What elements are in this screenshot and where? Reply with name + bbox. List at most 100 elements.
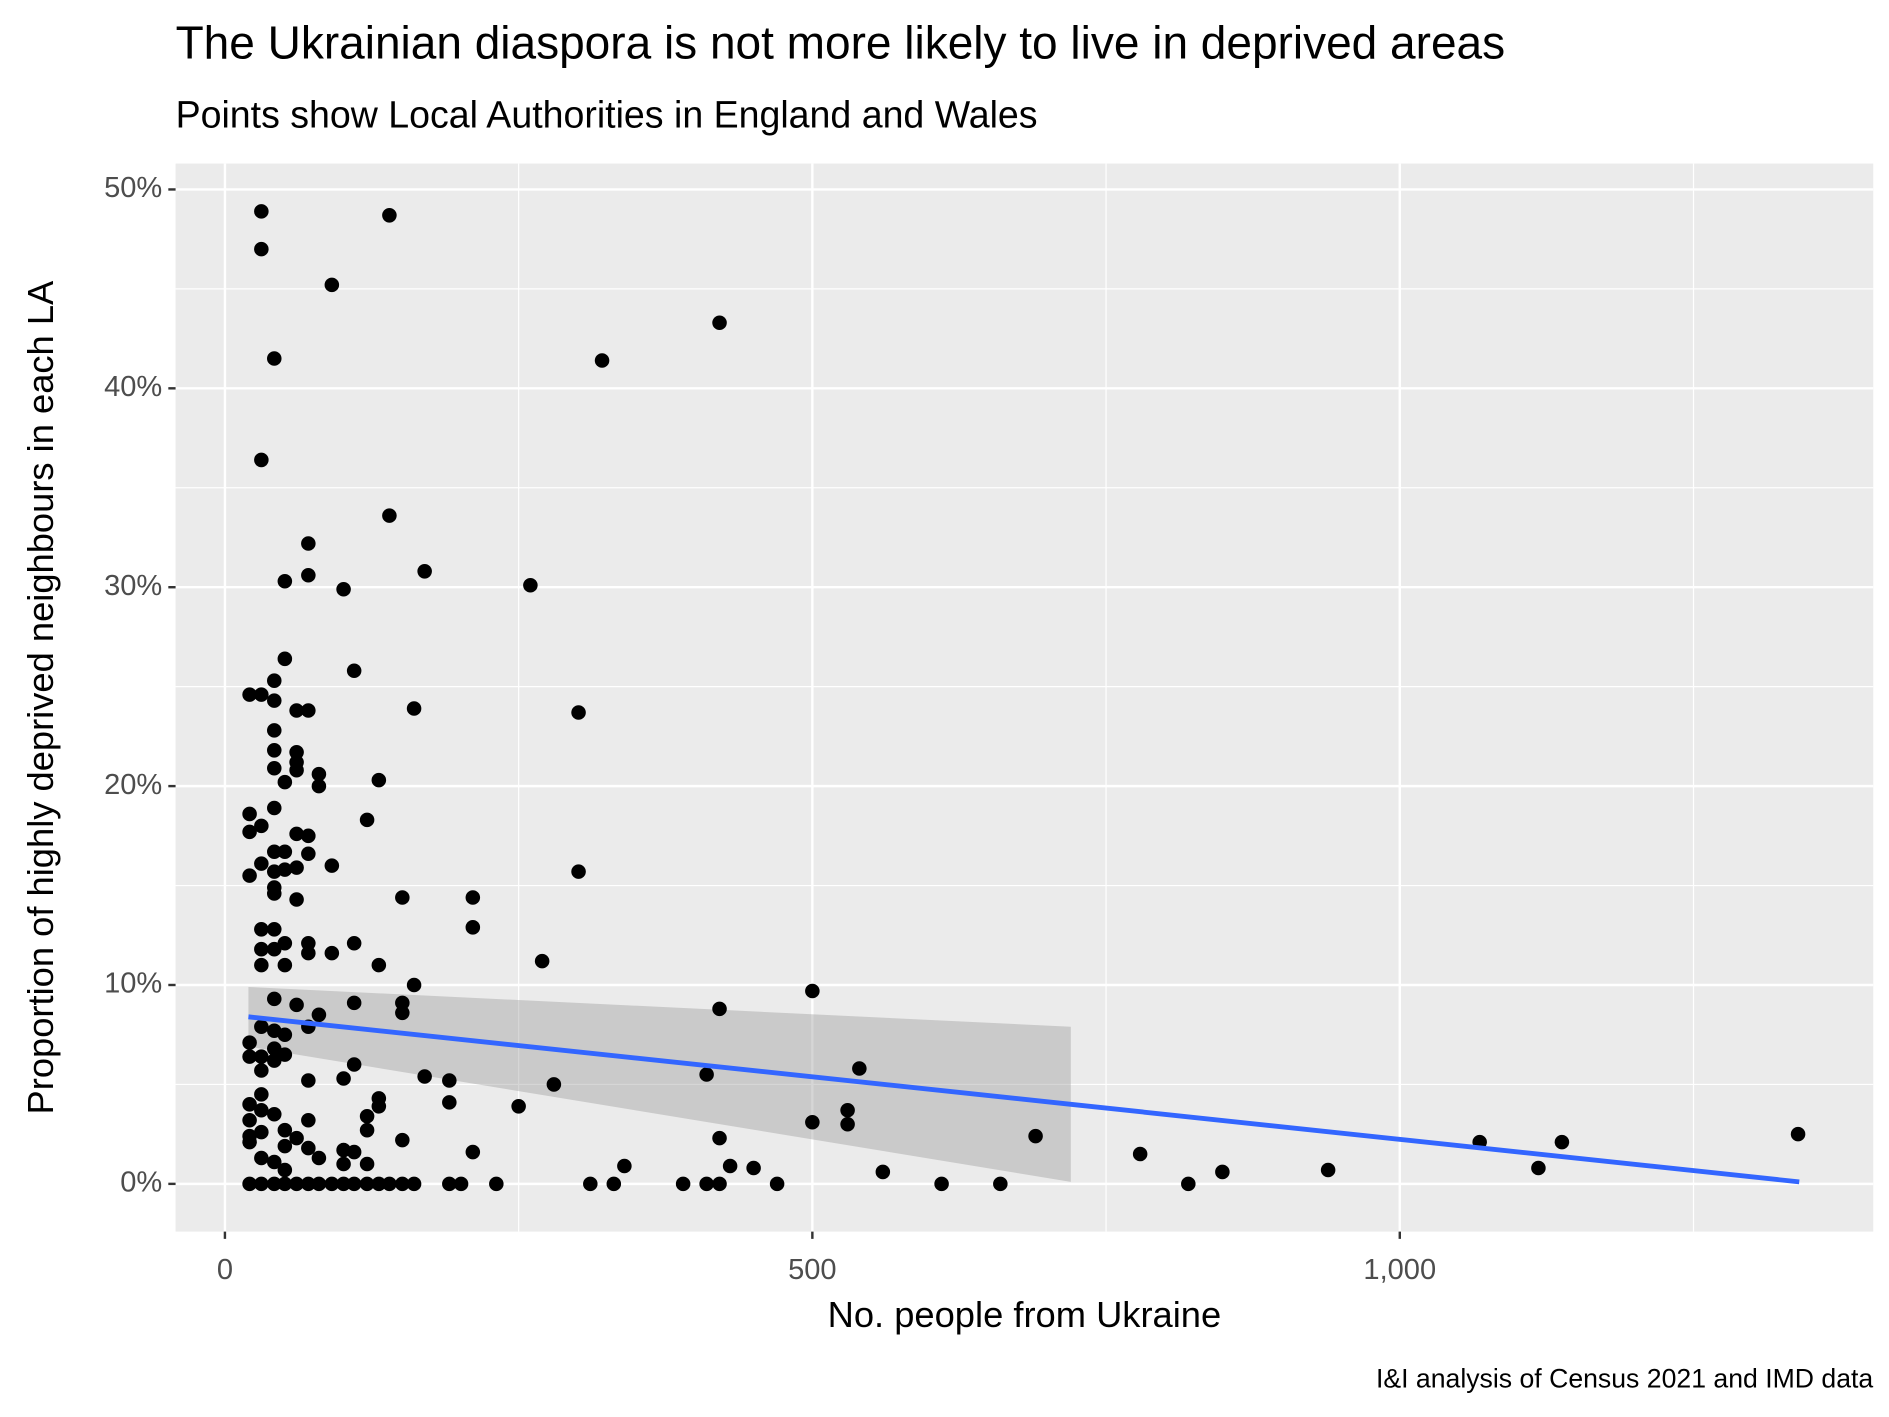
point — [769, 1176, 785, 1192]
x-tick-label: 500 — [788, 1254, 836, 1286]
point — [1320, 1162, 1336, 1178]
point — [254, 204, 269, 219]
grid — [175, 163, 1874, 1232]
point — [267, 1176, 282, 1192]
point — [242, 1035, 257, 1050]
point — [267, 864, 282, 879]
point — [242, 1049, 257, 1064]
point — [346, 935, 362, 951]
point — [1215, 1164, 1230, 1180]
point — [442, 1095, 457, 1110]
point — [395, 1132, 410, 1148]
point — [523, 577, 538, 593]
point — [267, 673, 282, 688]
point — [336, 1176, 351, 1192]
point — [277, 1122, 293, 1138]
point — [324, 945, 340, 961]
point — [289, 762, 304, 778]
point — [267, 723, 282, 738]
point — [242, 806, 257, 822]
point — [277, 1176, 293, 1192]
point — [301, 536, 316, 551]
point — [254, 1049, 269, 1064]
point — [465, 890, 481, 905]
point — [453, 1176, 469, 1192]
point — [301, 945, 316, 961]
plot-panel — [175, 163, 1874, 1232]
point — [301, 568, 316, 583]
point — [465, 920, 481, 935]
point — [406, 701, 422, 716]
caption: I&I analysis of Census 2021 and IMD data — [1376, 1364, 1873, 1394]
point — [371, 957, 387, 973]
data-layer — [242, 204, 1806, 1192]
point — [417, 564, 432, 579]
point — [1181, 1176, 1196, 1192]
point — [267, 1053, 282, 1068]
point — [346, 1176, 362, 1192]
point — [267, 1107, 282, 1122]
point — [267, 886, 282, 901]
y-tick-label: 0% — [120, 1167, 162, 1199]
point — [722, 1158, 738, 1174]
point — [746, 1160, 761, 1176]
point — [277, 935, 293, 951]
point — [371, 1099, 387, 1114]
point — [267, 800, 282, 816]
point — [289, 745, 304, 760]
point — [346, 1144, 362, 1160]
point — [301, 935, 316, 951]
point — [289, 892, 304, 907]
point — [289, 860, 304, 875]
point — [289, 826, 304, 842]
point — [395, 1176, 410, 1192]
point — [359, 1176, 375, 1192]
x-tick-label: 1,000 — [1363, 1254, 1436, 1286]
y-axis-label: Proportion of highly deprived neighbours… — [20, 280, 61, 1114]
point — [242, 824, 257, 840]
point — [346, 1057, 362, 1072]
x-tick-label: 0 — [217, 1254, 233, 1286]
confidence-band — [248, 986, 1071, 1182]
point — [301, 1073, 316, 1088]
point — [267, 743, 282, 758]
point — [254, 452, 269, 468]
point — [382, 1176, 397, 1192]
y-tick-label: 30% — [104, 570, 162, 602]
point — [277, 957, 293, 973]
point — [267, 351, 282, 366]
point — [594, 353, 610, 368]
point — [267, 693, 282, 708]
point — [546, 1077, 562, 1092]
point — [311, 1150, 327, 1166]
point — [875, 1164, 891, 1180]
point — [805, 983, 820, 999]
y-tick-label: 10% — [104, 968, 162, 1000]
point — [324, 1176, 340, 1192]
point — [346, 995, 362, 1011]
point — [324, 858, 340, 873]
point — [359, 1108, 375, 1124]
point — [254, 1150, 269, 1166]
point — [571, 705, 586, 720]
point — [301, 1176, 316, 1192]
y-tick-label: 50% — [104, 172, 162, 204]
point — [359, 1156, 375, 1172]
point — [301, 703, 316, 718]
point — [712, 1176, 727, 1192]
point — [511, 1099, 526, 1114]
point — [277, 1027, 293, 1042]
point — [382, 508, 397, 523]
y-tick-label: 40% — [104, 371, 162, 403]
point — [242, 1097, 257, 1112]
point — [267, 991, 282, 1007]
point — [254, 1019, 269, 1035]
x-axis-label: No. people from Ukraine — [828, 1294, 1222, 1335]
point — [267, 844, 282, 860]
point — [699, 1067, 714, 1082]
point — [993, 1176, 1008, 1192]
point — [277, 573, 293, 589]
point — [934, 1176, 949, 1192]
point — [254, 1124, 269, 1140]
point — [289, 1176, 304, 1192]
